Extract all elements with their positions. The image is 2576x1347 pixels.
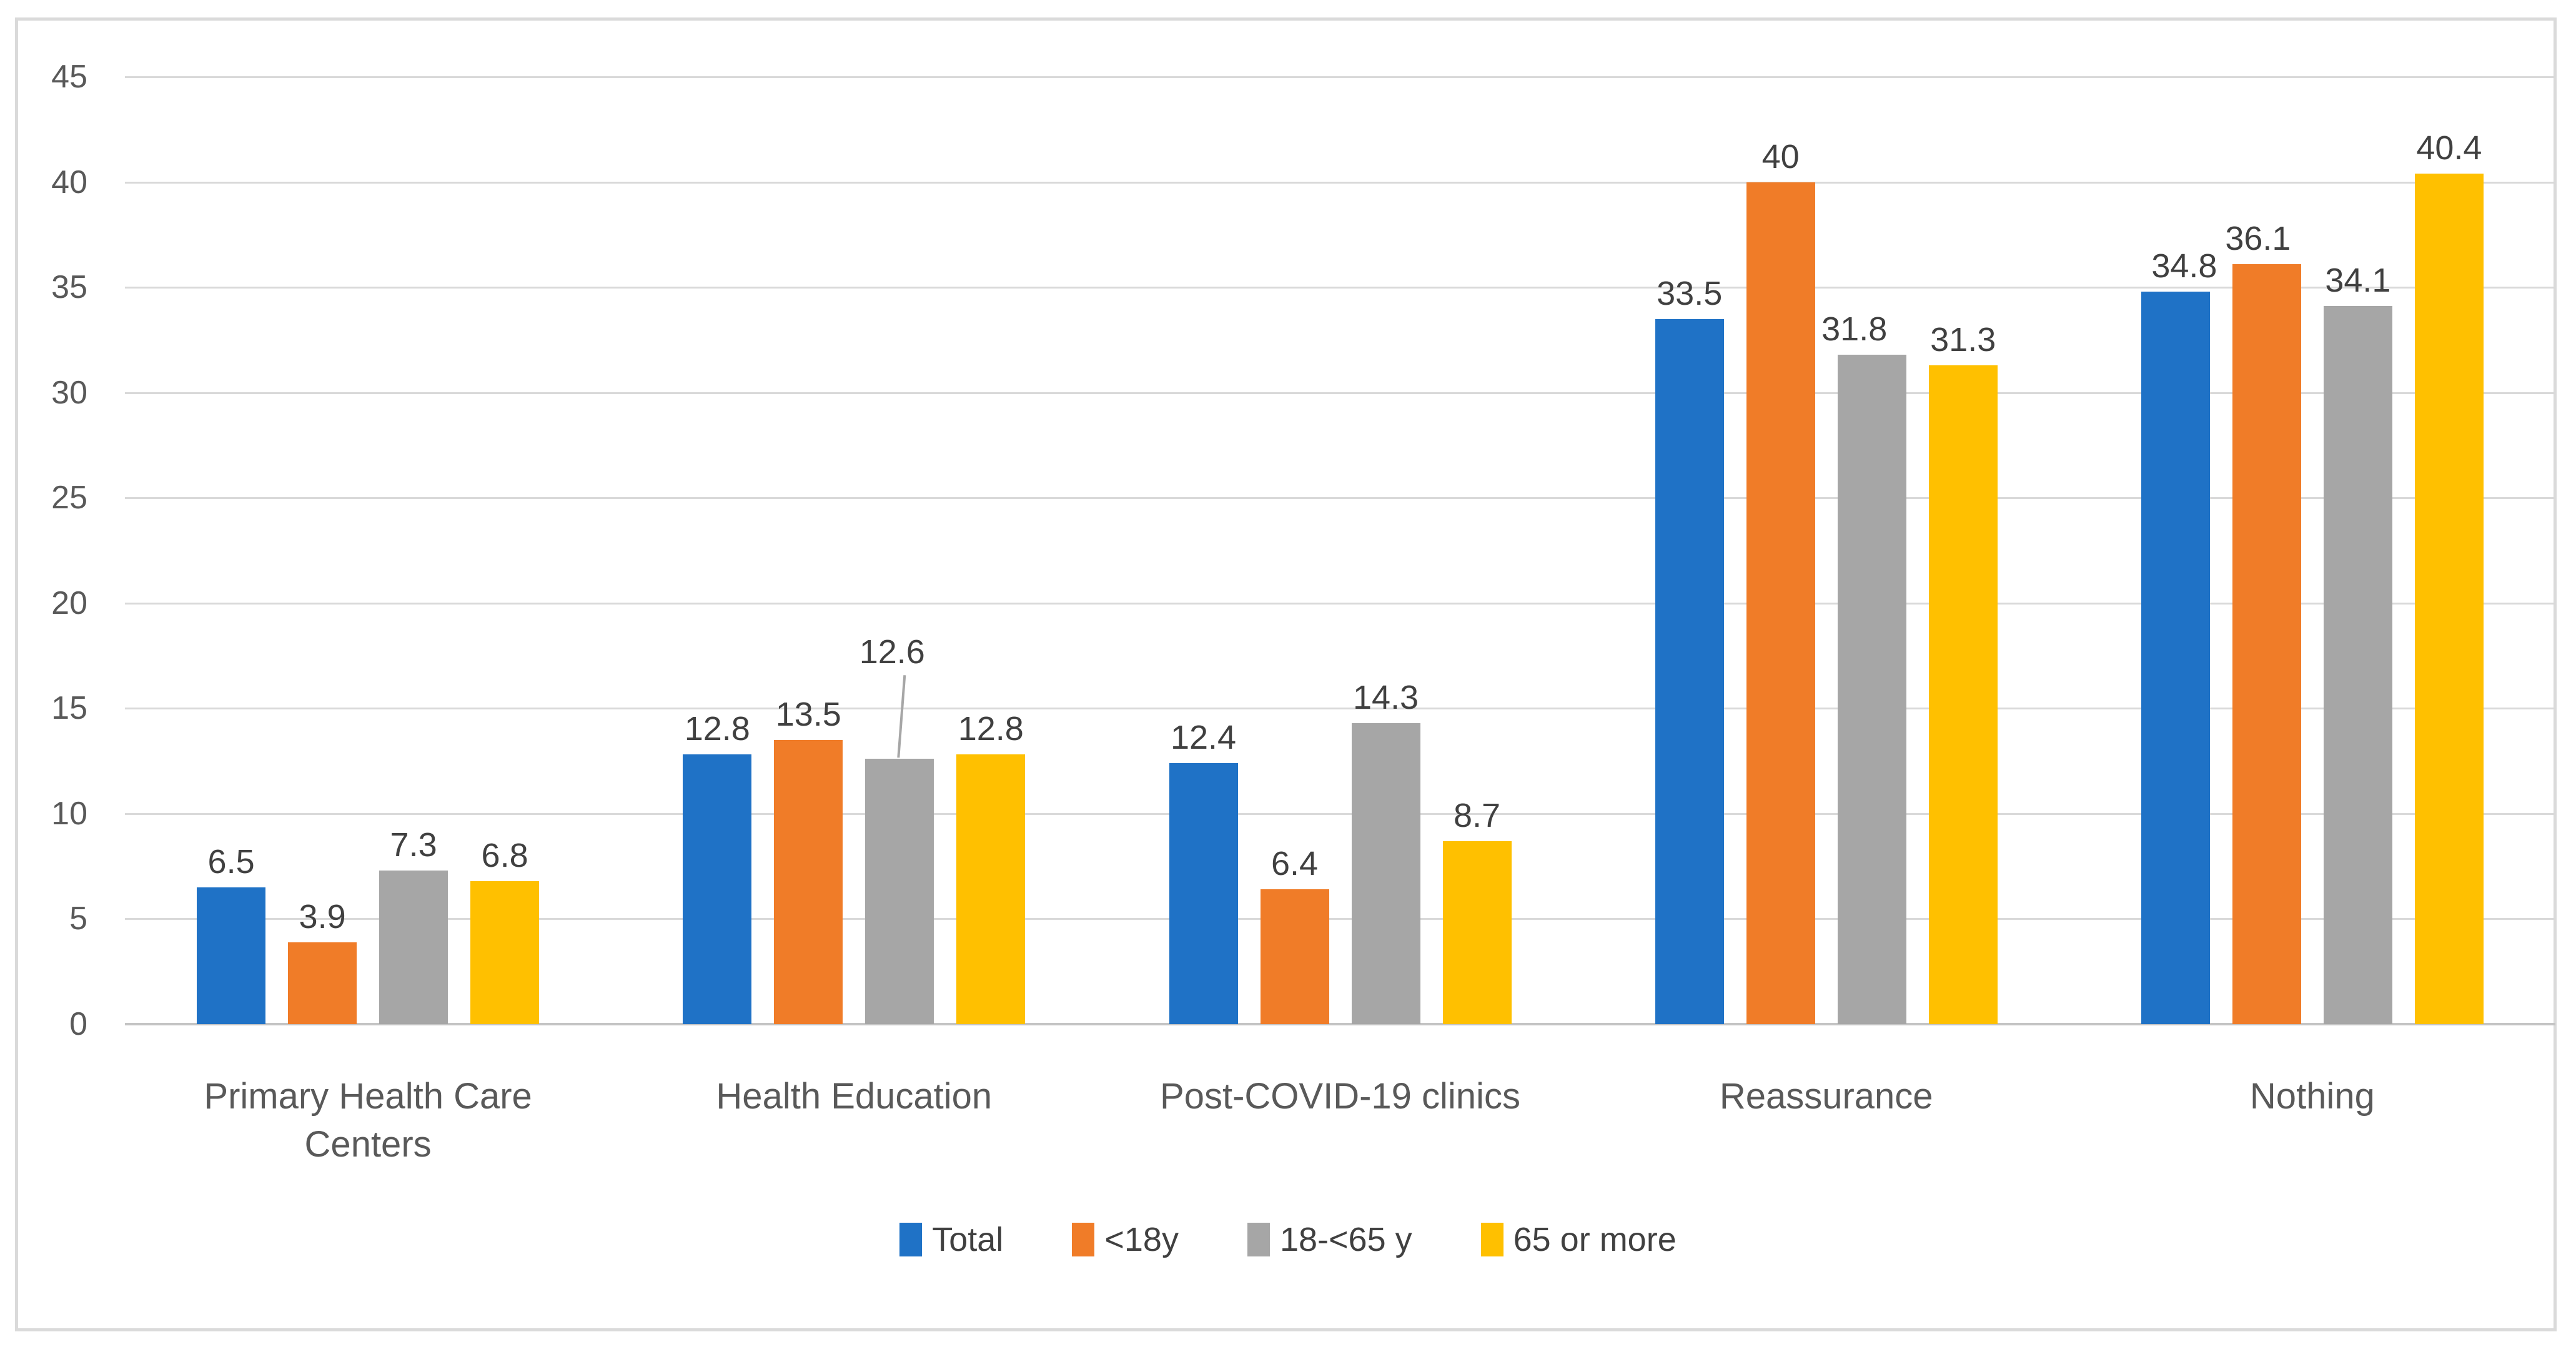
category-label-nothing: Nothing <box>2249 1076 2375 1117</box>
y-tick-label-20: 20 <box>51 585 87 621</box>
data-label-18-65-y-nothing: 34.1 <box>2325 262 2391 300</box>
legend: Total <18y 18-<65 y 65 or more <box>0 1223 2576 1256</box>
y-tick-label-10: 10 <box>51 795 87 832</box>
legend-label-18y: <18y <box>1104 1221 1179 1258</box>
category-label-health-education: Health Education <box>716 1076 993 1117</box>
y-tick-label-30: 30 <box>51 374 87 411</box>
data-label-total-nothing: 34.8 <box>2151 247 2217 285</box>
bar-18y-post-covid-19-clinics <box>1260 889 1329 1024</box>
legend-item-18y: <18y <box>1072 1223 1179 1256</box>
gridline-y-25 <box>125 497 2555 500</box>
data-label-65-or-more-health-education: 12.8 <box>958 710 1024 748</box>
y-tick-label-35: 35 <box>51 269 87 306</box>
bar-18-65-y-reassurance <box>1837 354 1906 1024</box>
bar-18y-nothing <box>2232 264 2301 1024</box>
data-label-18y-nothing: 36.1 <box>2225 220 2291 258</box>
data-label-total-primary-health-care-centers: 6.5 <box>207 842 255 881</box>
data-label-18y-post-covid-19-clinics: 6.4 <box>1271 845 1319 883</box>
bar-18-65-y-health-education <box>865 759 934 1024</box>
data-label-18y-health-education: 13.5 <box>775 695 841 733</box>
gridline-y-15 <box>125 708 2555 710</box>
legend-item-total: Total <box>899 1223 1003 1256</box>
data-label-18-65-y-post-covid-19-clinics: 14.3 <box>1352 678 1419 716</box>
gridline-y-40 <box>125 181 2555 184</box>
category-label-primary-health-care-centers: Primary Health Care Centers <box>204 1076 532 1165</box>
gridline-y-5 <box>125 918 2555 920</box>
legend-label-65-or-more: 65 or more <box>1513 1221 1677 1258</box>
bar-65-or-more-reassurance <box>1928 365 1998 1024</box>
bar-65-or-more-primary-health-care-centers <box>470 881 540 1024</box>
bar-18-65-y-primary-health-care-centers <box>379 870 448 1024</box>
y-tick-label-5: 5 <box>69 900 87 937</box>
legend-item-65-or-more: 65 or more <box>1480 1221 1677 1258</box>
gridline-y-35 <box>125 287 2555 289</box>
bar-18y-primary-health-care-centers <box>288 942 357 1024</box>
y-tick-label-45: 45 <box>51 59 87 95</box>
x-axis-line <box>125 1023 2555 1025</box>
data-label-total-reassurance: 33.5 <box>1657 274 1723 312</box>
data-label-65-or-more-primary-health-care-centers: 6.8 <box>481 836 528 874</box>
bar-total-health-education <box>683 754 752 1024</box>
data-label-18y-reassurance: 40 <box>1761 137 1800 175</box>
bar-total-nothing <box>2141 291 2210 1024</box>
legend-swatch-18y <box>1072 1223 1095 1256</box>
data-label-18y-primary-health-care-centers: 3.9 <box>299 897 346 935</box>
bar-65-or-more-post-covid-19-clinics <box>1442 841 1512 1024</box>
data-label-18-65-y-primary-health-care-centers: 7.3 <box>390 826 437 864</box>
bar-total-primary-health-care-centers <box>197 887 266 1024</box>
category-label-post-covid-19-clinics: Post-COVID-19 clinics <box>1160 1076 1520 1117</box>
gridline-y-45 <box>125 76 2555 78</box>
bar-18y-reassurance <box>1746 182 1815 1024</box>
legend-swatch-total <box>899 1223 923 1256</box>
gridline-y-20 <box>125 602 2555 604</box>
data-label-65-or-more-reassurance: 31.3 <box>1930 320 1996 358</box>
legend-swatch-65-or-more <box>1480 1223 1503 1256</box>
bar-18-65-y-post-covid-19-clinics <box>1351 723 1420 1024</box>
legend-item-18-65-y: 18-<65 y <box>1247 1223 1412 1256</box>
data-label-18-65-y-reassurance: 31.8 <box>1821 310 1888 348</box>
data-label-65-or-more-post-covid-19-clinics: 8.7 <box>1453 796 1501 834</box>
bar-total-post-covid-19-clinics <box>1169 762 1238 1024</box>
bar-65-or-more-health-education <box>956 754 1026 1024</box>
legend-label-total: Total <box>932 1221 1004 1258</box>
bar-18-65-y-nothing <box>2323 306 2392 1024</box>
chart-frame <box>15 17 2557 1331</box>
y-tick-label-0: 0 <box>69 1006 87 1042</box>
bar-18y-health-education <box>774 739 843 1024</box>
gridline-y-10 <box>125 812 2555 815</box>
legend-swatch-18-65-y <box>1247 1223 1270 1256</box>
data-label-18-65-y-health-education: 12.6 <box>859 633 925 671</box>
y-tick-label-40: 40 <box>51 164 87 200</box>
data-label-65-or-more-nothing: 40.4 <box>2416 129 2482 167</box>
y-tick-label-25: 25 <box>51 480 87 516</box>
y-tick-label-15: 15 <box>51 690 87 727</box>
data-label-total-health-education: 12.8 <box>684 710 750 748</box>
data-label-total-post-covid-19-clinics: 12.4 <box>1170 718 1237 756</box>
category-label-reassurance: Reassurance <box>1719 1076 1933 1117</box>
gridline-y-30 <box>125 392 2555 394</box>
bar-65-or-more-nothing <box>2414 174 2484 1024</box>
bar-total-reassurance <box>1655 318 1724 1024</box>
legend-label-18-65-y: 18-<65 y <box>1279 1221 1412 1258</box>
